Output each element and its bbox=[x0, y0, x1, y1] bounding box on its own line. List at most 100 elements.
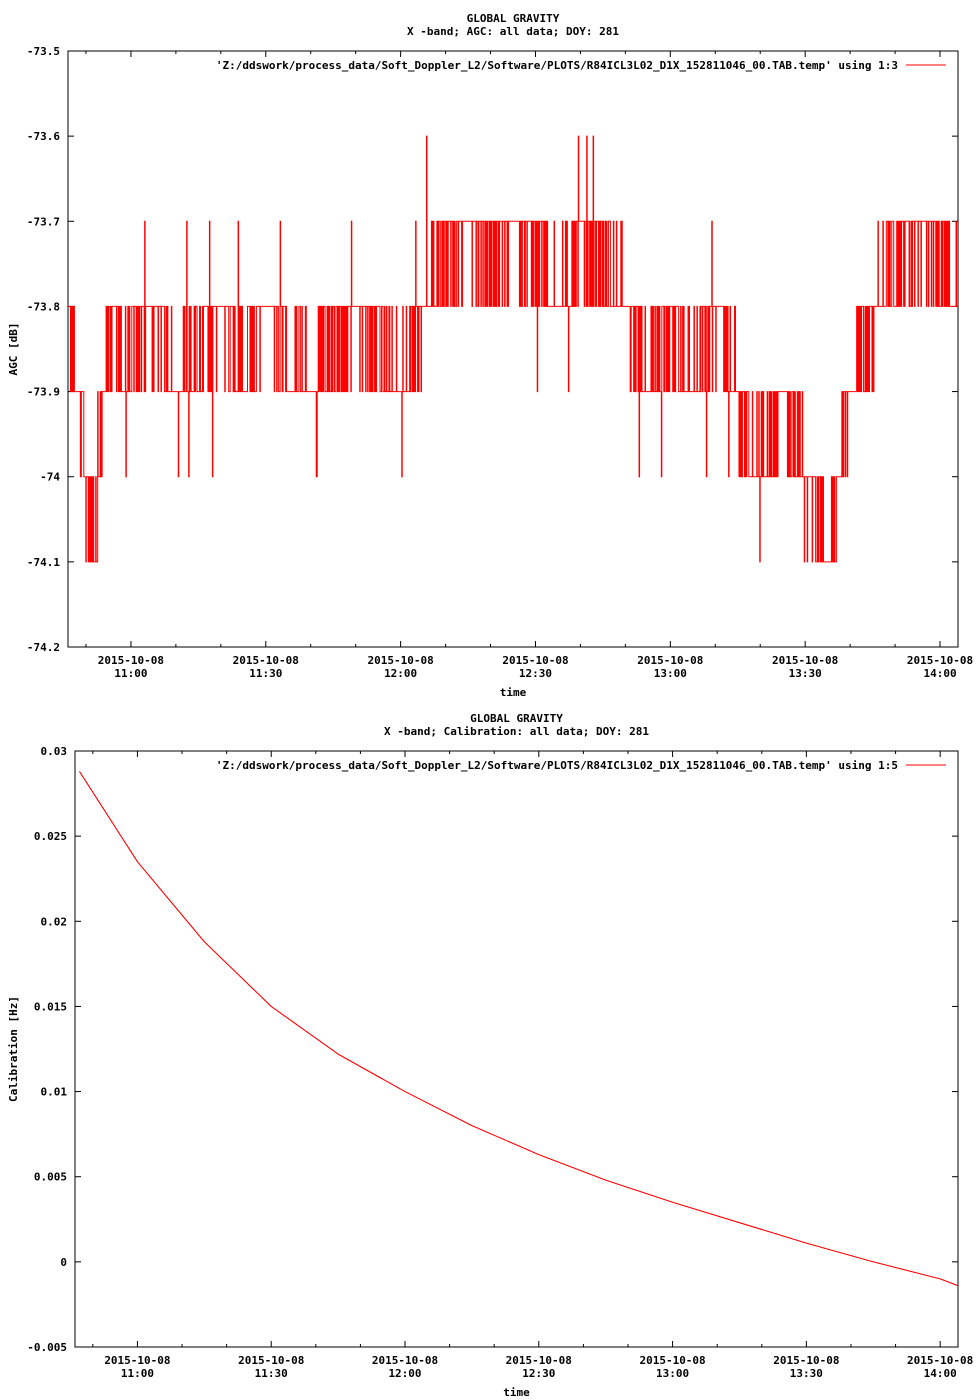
chart2-xtick-date: 2015-10-08 bbox=[639, 1354, 705, 1367]
chart1-data-point bbox=[85, 476, 86, 477]
chart2-data-point bbox=[806, 1243, 807, 1244]
chart1-data-point bbox=[333, 348, 334, 349]
chart2-ytick-label: 0.01 bbox=[41, 1086, 68, 1099]
chart1-data-point bbox=[625, 306, 626, 307]
chart2-ytick-label: 0.025 bbox=[34, 830, 67, 843]
chart1-data-point bbox=[76, 391, 77, 392]
chart2-data-point bbox=[471, 1125, 472, 1126]
chart2-data-point bbox=[940, 1278, 941, 1279]
chart1-data-point bbox=[445, 263, 446, 264]
chart2-xtick-date: 2015-10-08 bbox=[506, 1354, 572, 1367]
chart1-y-axis-label: AGC [dB] bbox=[7, 323, 20, 376]
chart1-data-point bbox=[153, 306, 154, 307]
chart2-ytick-label: 0.015 bbox=[34, 1000, 67, 1013]
chart1-data-point bbox=[103, 391, 104, 392]
chart1-data-point bbox=[670, 306, 671, 307]
chart1-ytick-label: -74.1 bbox=[27, 556, 60, 569]
chart1-xtick-time: 11:30 bbox=[249, 667, 282, 680]
chart2-data-point bbox=[538, 1154, 539, 1155]
chart2-plot-frame bbox=[74, 750, 959, 1348]
chart1-subtitle: X -band; AGC: all data; DOY: 281 bbox=[407, 25, 619, 38]
chart1-xtick-time: 12:00 bbox=[384, 667, 417, 680]
chart1-data-point bbox=[67, 306, 68, 307]
chart2-xtick-time: 14:00 bbox=[924, 1367, 957, 1380]
chart1-title: GLOBAL GRAVITY bbox=[467, 12, 560, 25]
chart1-data-point bbox=[121, 391, 122, 392]
chart2-xtick-date: 2015-10-08 bbox=[907, 1354, 973, 1367]
chart1-xtick-date: 2015-10-08 bbox=[98, 654, 164, 667]
chart1-xtick-date: 2015-10-08 bbox=[233, 654, 299, 667]
chart2-subtitle: X -band; Calibration: all data; DOY: 281 bbox=[384, 725, 649, 738]
chart1-data-point bbox=[467, 221, 468, 222]
chart1-data-point bbox=[378, 348, 379, 349]
chart1-data-point bbox=[647, 391, 648, 392]
chart2-xtick-date: 2015-10-08 bbox=[238, 1354, 304, 1367]
chart2-ytick-label: -0.005 bbox=[27, 1341, 67, 1354]
chart2-data-point bbox=[338, 1054, 339, 1055]
chart1-data-point bbox=[175, 391, 176, 392]
chart1-data-point bbox=[692, 391, 693, 392]
chart1-data-point bbox=[805, 476, 806, 477]
chart1-plot-frame bbox=[67, 50, 959, 648]
chart1-data-point bbox=[760, 476, 761, 477]
chart1-data-point bbox=[827, 561, 828, 562]
chart1-xtick-time: 12:30 bbox=[519, 667, 552, 680]
chart1-ytick-label: -73.6 bbox=[27, 130, 60, 143]
chart1-series-line bbox=[68, 135, 958, 563]
chart1-data-point bbox=[872, 306, 873, 307]
chart1-ytick-label: -74 bbox=[40, 471, 60, 484]
chart1-ytick-label: -74.2 bbox=[27, 641, 60, 654]
chart1-xtick-date: 2015-10-08 bbox=[772, 654, 838, 667]
chart2-series-line bbox=[78, 771, 959, 1287]
chart2-data-point bbox=[605, 1180, 606, 1181]
chart2-data-point bbox=[79, 771, 80, 772]
chart1-xtick-time: 14:00 bbox=[923, 667, 956, 680]
chart1-data-point bbox=[957, 306, 958, 307]
chart2-data-point bbox=[672, 1202, 673, 1203]
chart2-xtick-date: 2015-10-08 bbox=[104, 1354, 170, 1367]
chart1-data-point bbox=[423, 306, 424, 307]
chart2-xtick-time: 11:00 bbox=[121, 1367, 154, 1380]
chart2-ytick-label: 0 bbox=[60, 1256, 67, 1269]
chart2-data-point bbox=[271, 1006, 272, 1007]
chart1-data-point bbox=[400, 391, 401, 392]
chart2-xtick-date: 2015-10-08 bbox=[773, 1354, 839, 1367]
chart1-xtick-date: 2015-10-08 bbox=[907, 654, 973, 667]
chart2-xtick-time: 12:30 bbox=[522, 1367, 555, 1380]
chart1-ytick-label: -73.7 bbox=[27, 215, 60, 228]
chart1-xtick-date: 2015-10-08 bbox=[637, 654, 703, 667]
chart2-data-point bbox=[957, 1285, 958, 1286]
chart1-ytick-label: -73.9 bbox=[27, 386, 60, 399]
chart1-data-point bbox=[355, 306, 356, 307]
chart2-xtick-time: 13:30 bbox=[790, 1367, 823, 1380]
chart1-xtick-date: 2015-10-08 bbox=[368, 654, 434, 667]
chart2-xtick-time: 11:30 bbox=[255, 1367, 288, 1380]
chart2-legend-label: 'Z:/ddswork/process_data/Soft_Doppler_L2… bbox=[216, 759, 898, 772]
chart1-data-point bbox=[715, 306, 716, 307]
chart1-data-point bbox=[557, 306, 558, 307]
chart1-xtick-time: 11:00 bbox=[114, 667, 147, 680]
chart1-x-axis-label: time bbox=[500, 686, 527, 699]
chart2-y-axis-label: Calibration [Hz] bbox=[7, 996, 20, 1102]
chart2-data-point bbox=[204, 941, 205, 942]
chart1-data-point bbox=[198, 348, 199, 349]
chart1-data-point bbox=[535, 263, 536, 264]
chart2-xtick-time: 12:00 bbox=[388, 1367, 421, 1380]
chart2-data-point bbox=[873, 1261, 874, 1262]
chart1-data-point bbox=[265, 306, 266, 307]
chart1-data-point bbox=[112, 306, 113, 307]
chart1-data-point bbox=[917, 221, 918, 222]
chart2-ytick-label: 0.02 bbox=[41, 915, 68, 928]
chart1-data-point bbox=[490, 263, 491, 264]
chart1-ytick-label: -73.5 bbox=[27, 45, 60, 58]
chart1-xtick-time: 13:30 bbox=[789, 667, 822, 680]
chart2-data-point bbox=[739, 1222, 740, 1223]
chart1-data-point bbox=[512, 221, 513, 222]
chart1-data-point bbox=[939, 263, 940, 264]
chart1-data-point bbox=[288, 348, 289, 349]
chart1-legend-label: 'Z:/ddswork/process_data/Soft_Doppler_L2… bbox=[216, 59, 898, 72]
chart1-xtick-date: 2015-10-08 bbox=[502, 654, 568, 667]
chart2-ytick-label: 0.03 bbox=[41, 745, 68, 758]
chart2-title: GLOBAL GRAVITY bbox=[470, 712, 563, 725]
